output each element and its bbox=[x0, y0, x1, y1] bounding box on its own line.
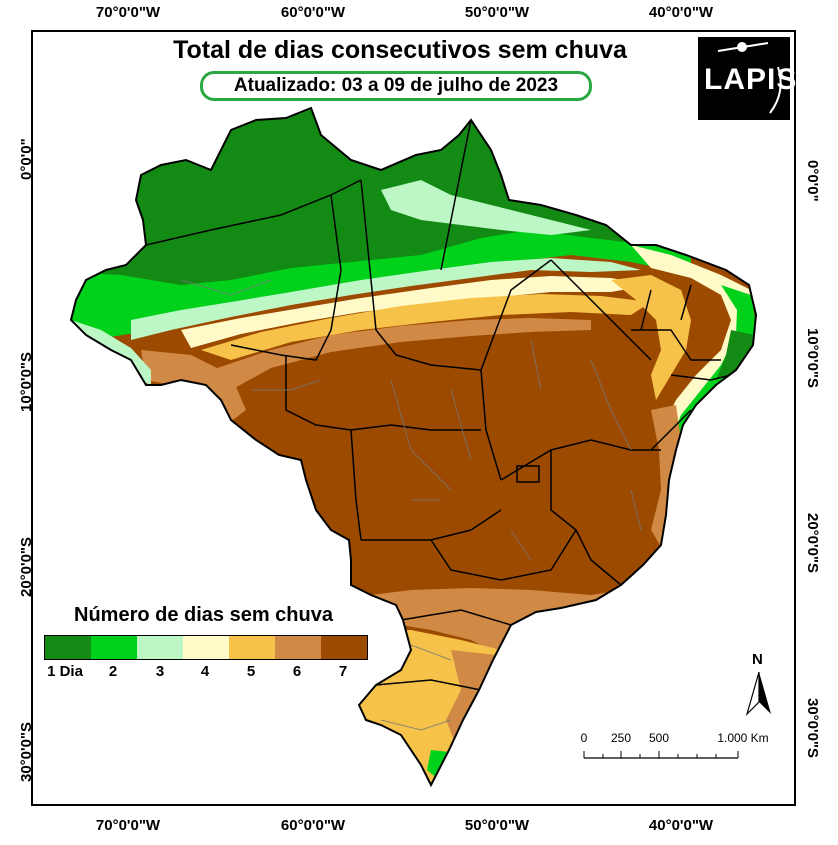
legend-label-7: 7 bbox=[338, 663, 348, 680]
legend-label-3: 3 bbox=[155, 663, 165, 680]
bottom-tick-60w: 60°0'0"W bbox=[280, 817, 346, 834]
brazil-map bbox=[70, 107, 757, 786]
scale-label-250: 250 bbox=[610, 731, 632, 745]
right-tick-30s: 30°0'0"S bbox=[800, 690, 830, 790]
legend-swatch-3 bbox=[137, 636, 183, 659]
left-tick-10s: 10°0'0"S bbox=[0, 320, 35, 420]
right-tick-30s-label: 30°0'0"S bbox=[804, 698, 821, 759]
scale-label-0: 0 bbox=[580, 731, 588, 745]
legend-label-5: 5 bbox=[246, 663, 256, 680]
bottom-tick-70w: 70°0'0"W bbox=[95, 817, 161, 834]
legend-label-1: 1 Dia bbox=[47, 663, 83, 680]
bottom-tick-40w: 40°0'0"W bbox=[648, 817, 714, 834]
legend-swatch-2 bbox=[91, 636, 137, 659]
right-tick-10s-label: 10°0'0"S bbox=[804, 328, 821, 389]
top-tick-70w: 70°0'0"W bbox=[95, 4, 161, 21]
right-tick-20s-label: 20°0'0"S bbox=[804, 513, 821, 574]
map-title: Total de dias consecutivos sem chuva bbox=[173, 36, 627, 64]
legend-title: Número de dias sem chuva bbox=[74, 604, 333, 626]
right-tick-20s: 20°0'0"S bbox=[800, 505, 830, 605]
legend-label-2: 2 bbox=[108, 663, 118, 680]
logo-text: LAPIS bbox=[704, 63, 798, 96]
scale-bar bbox=[583, 751, 739, 759]
north-arrow-icon bbox=[745, 671, 771, 716]
satellite-icon bbox=[717, 42, 782, 114]
top-tick-40w: 40°0'0"W bbox=[648, 4, 714, 21]
right-tick-10s: 10°0'0"S bbox=[800, 320, 830, 420]
legend-swatch-1 bbox=[45, 636, 91, 659]
legend-swatch-6 bbox=[275, 636, 321, 659]
bottom-tick-50w: 50°0'0"W bbox=[464, 817, 530, 834]
scale-label-500: 500 bbox=[648, 731, 670, 745]
legend-swatch-5 bbox=[229, 636, 275, 659]
right-tick-0: 0°0'0" bbox=[800, 150, 830, 220]
top-tick-60w: 60°0'0"W bbox=[280, 4, 346, 21]
legend-swatch-4 bbox=[183, 636, 229, 659]
left-tick-0: 0°0'0" bbox=[0, 138, 35, 220]
scale-label-1000: 1.000 Km bbox=[717, 731, 769, 745]
legend-swatch-7 bbox=[321, 636, 367, 659]
update-period-badge: Atualizado: 03 a 09 de julho de 2023 bbox=[200, 71, 592, 101]
left-tick-30s: 30°0'0"S bbox=[0, 690, 35, 790]
legend-color-bar bbox=[44, 635, 368, 660]
right-tick-0-label: 0°0'0" bbox=[804, 160, 821, 202]
north-label: N bbox=[752, 651, 763, 668]
lapis-logo: LAPIS bbox=[698, 37, 796, 120]
left-tick-20s: 20°0'0"S bbox=[0, 505, 35, 605]
top-tick-50w: 50°0'0"W bbox=[464, 4, 530, 21]
legend-label-6: 6 bbox=[292, 663, 302, 680]
legend-label-4: 4 bbox=[200, 663, 210, 680]
